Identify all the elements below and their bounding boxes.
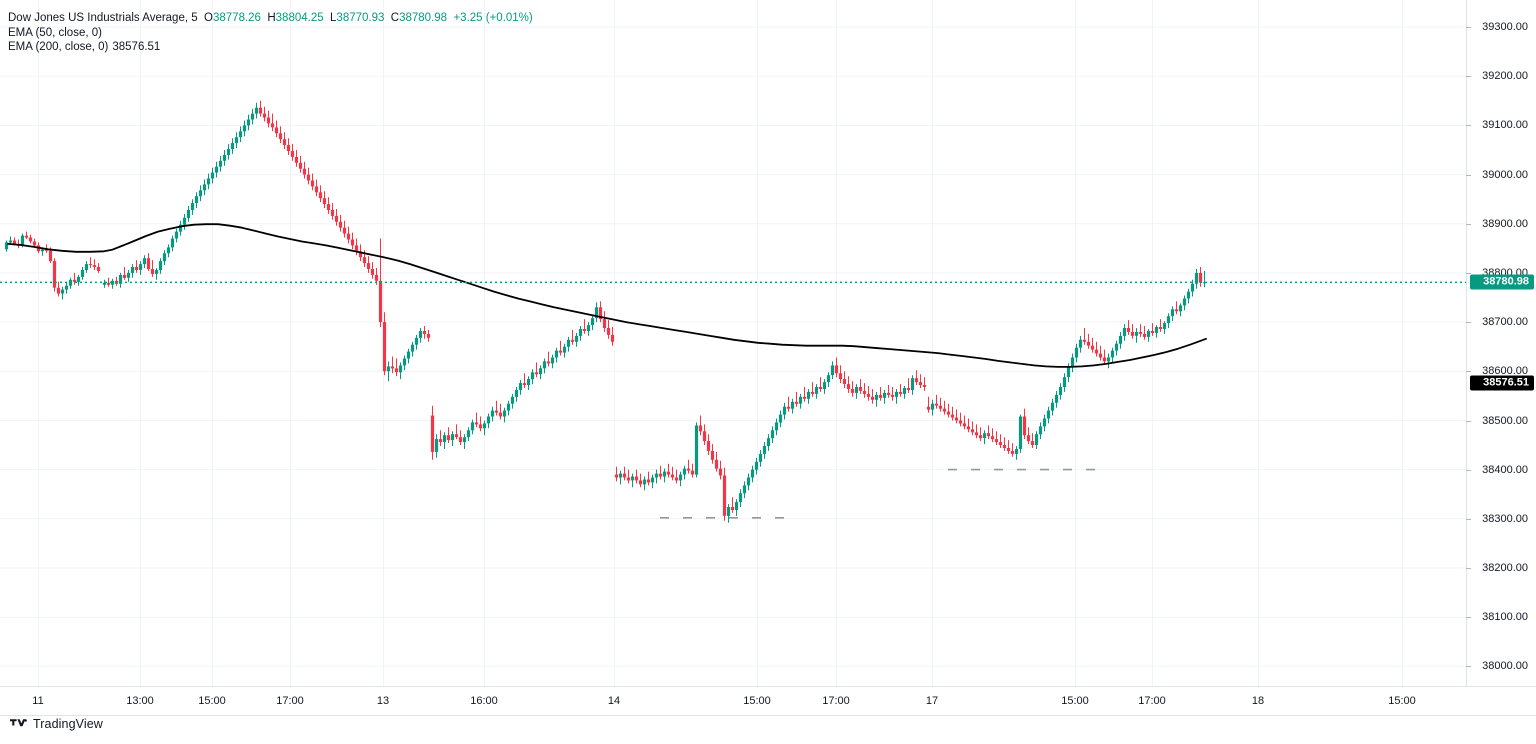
price-axis[interactable]: 39300.00 39200.00 39100.00 39000.00 38900.00… <box>1466 0 1536 686</box>
ema50-label: EMA (50, close, 0) <box>8 26 102 39</box>
price-tick-mark <box>1466 322 1471 324</box>
price-tick-mark <box>1466 568 1471 569</box>
ohlc-low-value: 38770.93 <box>336 12 385 24</box>
price-tick-mark <box>1466 666 1471 668</box>
chart-overlay-layer <box>0 281 1466 519</box>
legend-ema50-row[interactable]: EMA (50, close, 0) <box>8 26 533 41</box>
time-tick-label: 17:00 <box>1138 695 1166 707</box>
price-tick-label: 38700.00 <box>1482 316 1528 329</box>
time-tick-label: 13 <box>376 695 390 707</box>
price-tick-label: 38400.00 <box>1482 463 1528 476</box>
last-price-badge[interactable]: 38780.98 <box>1470 274 1534 290</box>
ohlc-high-key: H <box>267 12 276 24</box>
price-tick-label: 39100.00 <box>1482 119 1528 132</box>
price-tick-mark <box>1466 371 1471 373</box>
price-tick-mark <box>1466 76 1471 78</box>
price-tick-label: 38900.00 <box>1482 217 1528 230</box>
price-tick-label: 39000.00 <box>1482 168 1528 181</box>
price-tick-mark <box>1466 518 1471 520</box>
time-tick-label: 15:00 <box>198 695 226 707</box>
price-change: +3.25 (+0.01%) <box>453 12 533 24</box>
tradingview-logo[interactable]: TradingView <box>10 717 103 731</box>
price-tick-label: 38300.00 <box>1482 512 1528 525</box>
ohlc-low-key: L <box>330 12 337 24</box>
time-tick-label: 16:00 <box>470 695 498 707</box>
chart-plot-area[interactable] <box>0 0 1466 686</box>
time-axis[interactable]: 11 13:00 15:00 17:00 13 16:00 14 15:00 17:00 17 15… <box>0 686 1536 716</box>
time-tick-label: 17 <box>925 695 939 707</box>
chart-gridlines <box>0 0 1466 686</box>
chart-series-layer <box>4 100 1207 523</box>
time-tick-label: 13:00 <box>126 695 154 707</box>
ema200-price-badge[interactable]: 38576.51 <box>1470 375 1534 391</box>
time-tick-label: 14 <box>607 695 621 707</box>
ohlc-open-value: 38778.26 <box>212 12 261 24</box>
time-tick-label: 15:00 <box>1061 695 1089 707</box>
symbol-title: Dow Jones US Industrials Average, 5 <box>8 12 198 24</box>
price-tick-mark <box>1466 125 1471 127</box>
time-tick-label: 17:00 <box>822 695 850 707</box>
time-tick-label: 15:00 <box>1388 695 1416 707</box>
time-tick-label: 11 <box>32 695 44 707</box>
price-tick-label: 38600.00 <box>1482 365 1528 378</box>
ohlc-close-key: C <box>390 12 400 24</box>
tradingview-mark-icon <box>10 718 27 726</box>
ema200-label: EMA (200, close, 0) <box>8 41 109 53</box>
price-tick-label: 38500.00 <box>1482 414 1528 427</box>
price-tick-label: 39200.00 <box>1482 70 1528 83</box>
price-tick-label: 38200.00 <box>1482 562 1528 574</box>
price-tick-mark <box>1466 223 1471 225</box>
price-tick-mark <box>1466 420 1471 422</box>
ohlc-open-key: O <box>204 12 213 24</box>
price-tick-mark <box>1466 617 1471 619</box>
price-tick-label: 38100.00 <box>1482 611 1528 624</box>
time-tick-label: 17:00 <box>276 695 304 707</box>
tradingview-wordmark: TradingView <box>33 717 103 731</box>
price-tick-label: 39300.00 <box>1482 21 1528 33</box>
price-tick-mark <box>1466 469 1471 471</box>
ohlc-high-value: 38804.25 <box>275 12 324 24</box>
ema200-value: 38576.51 <box>112 41 161 53</box>
time-tick-label: 18 <box>1251 695 1265 707</box>
time-tick-label: 15:00 <box>743 695 771 707</box>
legend-ema200-row[interactable]: EMA (200, close, 0) 38576.51 <box>8 40 533 55</box>
chart-legend: Dow Jones US Industrials Average, 5 O387… <box>8 11 533 55</box>
price-tick-label: 38000.00 <box>1482 660 1528 673</box>
ohlc-close-value: 38780.98 <box>399 12 448 24</box>
price-tick-mark <box>1466 174 1471 176</box>
legend-symbol-row[interactable]: Dow Jones US Industrials Average, 5 O387… <box>8 11 533 26</box>
price-tick-mark <box>1466 272 1471 274</box>
price-tick-mark <box>1466 27 1471 28</box>
